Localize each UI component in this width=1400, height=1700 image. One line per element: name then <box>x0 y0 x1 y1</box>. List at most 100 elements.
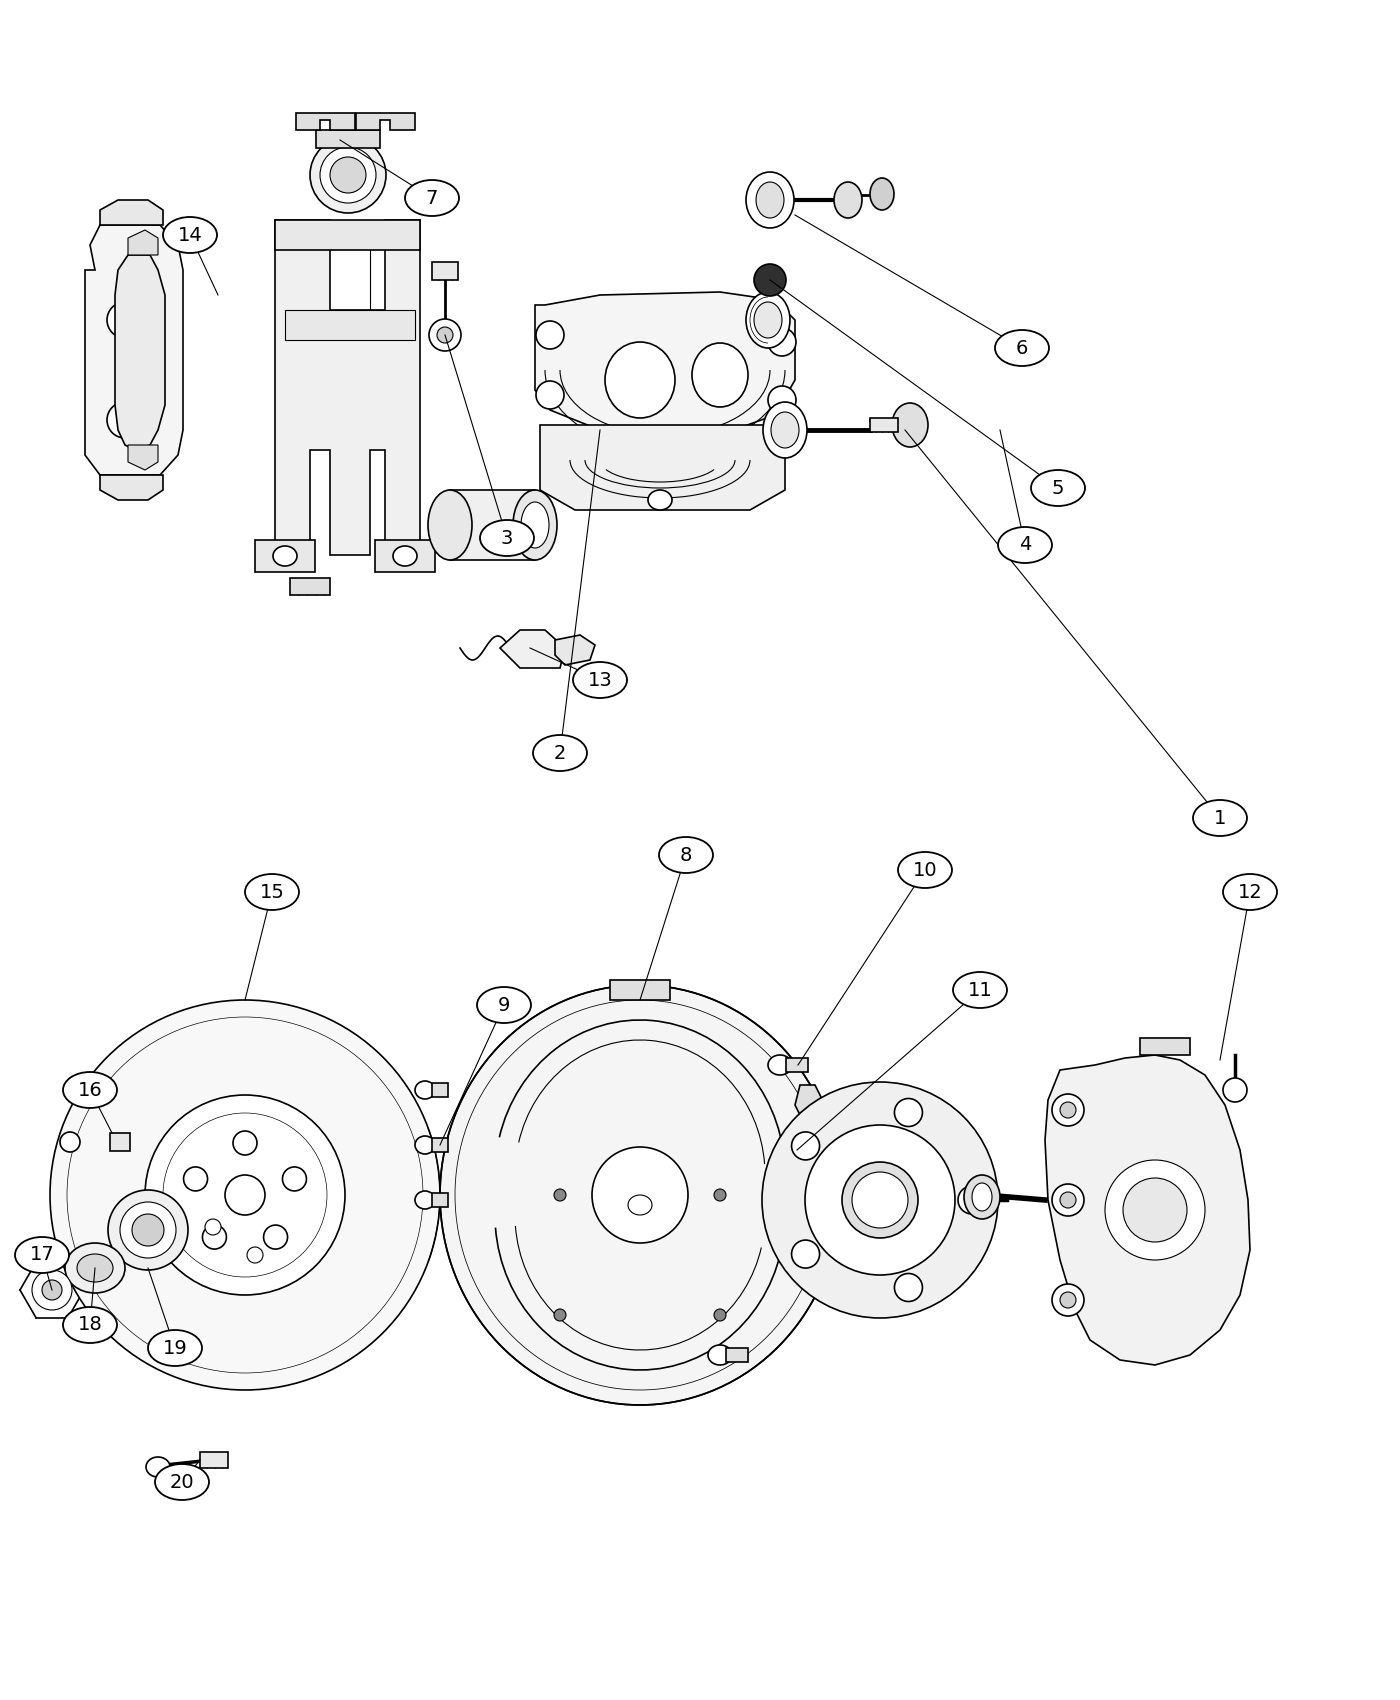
Ellipse shape <box>1224 874 1277 910</box>
Ellipse shape <box>791 1132 819 1159</box>
Ellipse shape <box>405 180 459 216</box>
Ellipse shape <box>755 264 785 296</box>
Ellipse shape <box>183 1166 207 1192</box>
Ellipse shape <box>106 401 143 439</box>
Polygon shape <box>869 418 897 432</box>
Ellipse shape <box>769 1056 792 1074</box>
Polygon shape <box>433 262 458 280</box>
Text: 9: 9 <box>498 996 510 1015</box>
Ellipse shape <box>146 1095 344 1295</box>
Polygon shape <box>540 425 785 510</box>
Ellipse shape <box>283 1166 307 1192</box>
Ellipse shape <box>428 320 461 350</box>
Ellipse shape <box>440 984 840 1404</box>
Text: 1: 1 <box>1214 809 1226 828</box>
Ellipse shape <box>146 1457 169 1477</box>
Ellipse shape <box>714 1309 727 1321</box>
Polygon shape <box>375 541 435 571</box>
Ellipse shape <box>393 546 417 566</box>
Ellipse shape <box>714 1188 727 1200</box>
Ellipse shape <box>480 520 533 556</box>
Ellipse shape <box>15 1238 69 1273</box>
Text: 8: 8 <box>680 845 692 865</box>
Polygon shape <box>290 578 330 595</box>
Ellipse shape <box>77 1255 113 1282</box>
Ellipse shape <box>273 546 297 566</box>
Ellipse shape <box>573 661 627 699</box>
Ellipse shape <box>763 401 806 457</box>
Text: 18: 18 <box>77 1316 102 1334</box>
Ellipse shape <box>203 1226 227 1250</box>
Ellipse shape <box>330 156 365 194</box>
Ellipse shape <box>60 1132 80 1153</box>
Ellipse shape <box>204 1219 221 1234</box>
Ellipse shape <box>1123 1178 1187 1243</box>
Ellipse shape <box>245 874 300 910</box>
Ellipse shape <box>1030 469 1085 507</box>
Polygon shape <box>111 1132 130 1151</box>
Ellipse shape <box>1051 1284 1084 1316</box>
Ellipse shape <box>1060 1102 1077 1119</box>
Ellipse shape <box>120 286 140 304</box>
Ellipse shape <box>63 1073 118 1108</box>
Ellipse shape <box>755 303 783 338</box>
Polygon shape <box>1044 1056 1250 1365</box>
Text: 19: 19 <box>162 1338 188 1358</box>
Ellipse shape <box>536 321 564 348</box>
Ellipse shape <box>309 138 386 212</box>
Polygon shape <box>500 631 566 668</box>
Polygon shape <box>295 112 356 129</box>
Ellipse shape <box>1051 1095 1084 1125</box>
Polygon shape <box>433 1137 448 1153</box>
Ellipse shape <box>1051 1183 1084 1215</box>
Text: 10: 10 <box>913 860 938 879</box>
Ellipse shape <box>1193 801 1247 836</box>
Ellipse shape <box>762 1081 998 1318</box>
Text: 7: 7 <box>426 189 438 207</box>
Ellipse shape <box>659 836 713 874</box>
Polygon shape <box>535 292 795 435</box>
Polygon shape <box>274 219 420 250</box>
Ellipse shape <box>953 972 1007 1008</box>
Ellipse shape <box>120 371 140 389</box>
Text: 3: 3 <box>501 529 514 547</box>
Ellipse shape <box>791 1239 819 1268</box>
Ellipse shape <box>892 403 928 447</box>
Ellipse shape <box>42 1280 62 1300</box>
Ellipse shape <box>225 1175 265 1215</box>
Text: 17: 17 <box>29 1246 55 1265</box>
Polygon shape <box>85 224 183 474</box>
Ellipse shape <box>155 1464 209 1499</box>
Text: 4: 4 <box>1019 536 1032 554</box>
Ellipse shape <box>1060 1292 1077 1307</box>
Ellipse shape <box>756 182 784 218</box>
Ellipse shape <box>64 1243 125 1294</box>
Ellipse shape <box>972 1183 993 1210</box>
Ellipse shape <box>841 1163 918 1238</box>
Ellipse shape <box>1224 1078 1247 1102</box>
Polygon shape <box>127 445 158 469</box>
Ellipse shape <box>746 172 794 228</box>
Text: 2: 2 <box>554 743 566 763</box>
Ellipse shape <box>708 1345 732 1365</box>
Polygon shape <box>727 1348 748 1362</box>
Ellipse shape <box>428 490 472 559</box>
Ellipse shape <box>605 342 675 418</box>
Ellipse shape <box>148 1329 202 1367</box>
Polygon shape <box>1140 1039 1190 1056</box>
Ellipse shape <box>521 502 549 547</box>
Polygon shape <box>554 636 595 665</box>
Ellipse shape <box>414 1192 435 1209</box>
Ellipse shape <box>692 343 748 406</box>
Ellipse shape <box>1060 1192 1077 1209</box>
Ellipse shape <box>592 1148 687 1243</box>
Ellipse shape <box>834 182 862 218</box>
Polygon shape <box>115 255 165 450</box>
Text: 20: 20 <box>169 1472 195 1491</box>
Ellipse shape <box>771 411 799 449</box>
Ellipse shape <box>50 1000 440 1391</box>
Ellipse shape <box>897 852 952 887</box>
Polygon shape <box>286 309 414 340</box>
Polygon shape <box>99 474 162 500</box>
Ellipse shape <box>120 1202 176 1258</box>
